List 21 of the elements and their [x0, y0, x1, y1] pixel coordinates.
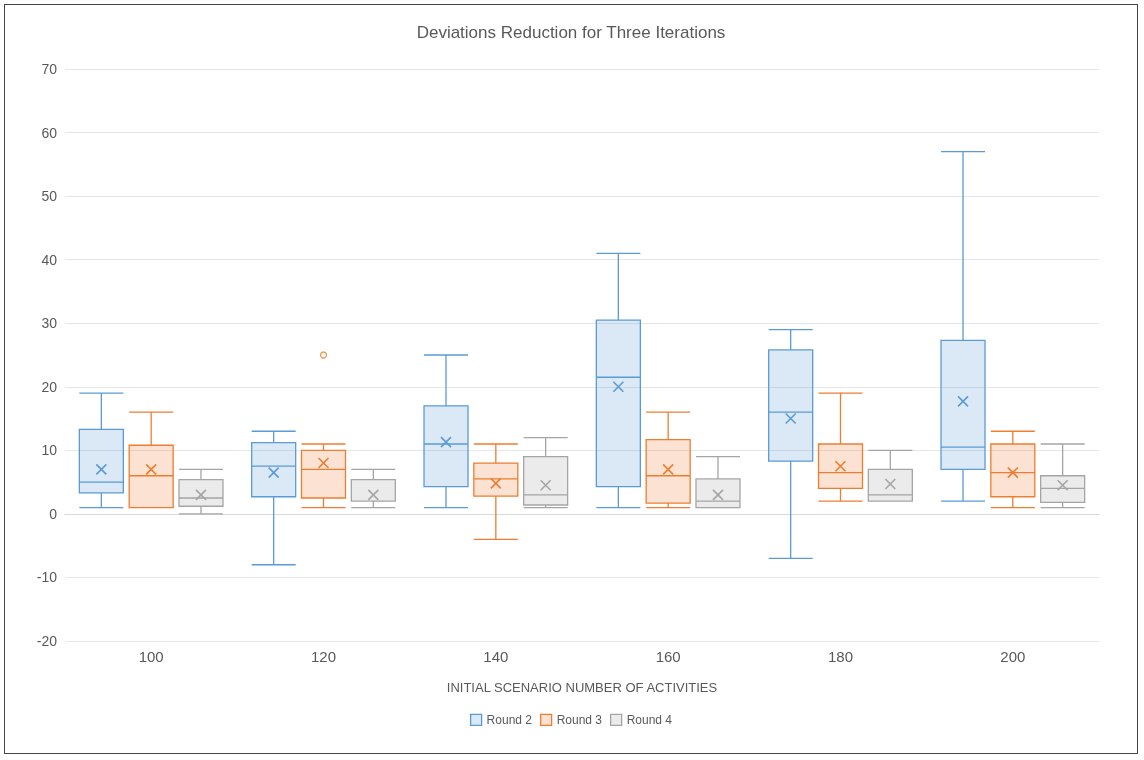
x-tick-label: 100	[138, 648, 164, 665]
legend-label: Round 3	[556, 712, 603, 727]
y-tick-label: 30	[41, 315, 58, 332]
x-tick-label: 200	[1000, 648, 1026, 665]
y-tick-label: 70	[41, 61, 58, 77]
x-axis-title: INITIAL SCENARIO NUMBER OF ACTIVITIES	[446, 680, 718, 695]
x-tick-label: 160	[655, 648, 681, 665]
legend-label: Round 4	[626, 712, 673, 727]
y-tick-label: 60	[41, 124, 58, 141]
y-tick-label: 50	[41, 188, 58, 205]
y-tick-label: -20	[36, 633, 58, 649]
x-tick-label: 140	[483, 648, 509, 665]
y-tick-label: -10	[36, 569, 58, 586]
y-tick-label: 0	[49, 505, 58, 522]
y-tick-label: 10	[41, 442, 58, 459]
chart-title: Deviations Reduction for Three Iterations	[416, 23, 726, 42]
x-tick-label: 120	[310, 648, 337, 665]
y-tick-label: 20	[41, 378, 58, 395]
y-tick-label: 40	[41, 251, 58, 268]
x-tick-label: 180	[827, 648, 854, 665]
legend-label: Round 2	[486, 712, 533, 727]
